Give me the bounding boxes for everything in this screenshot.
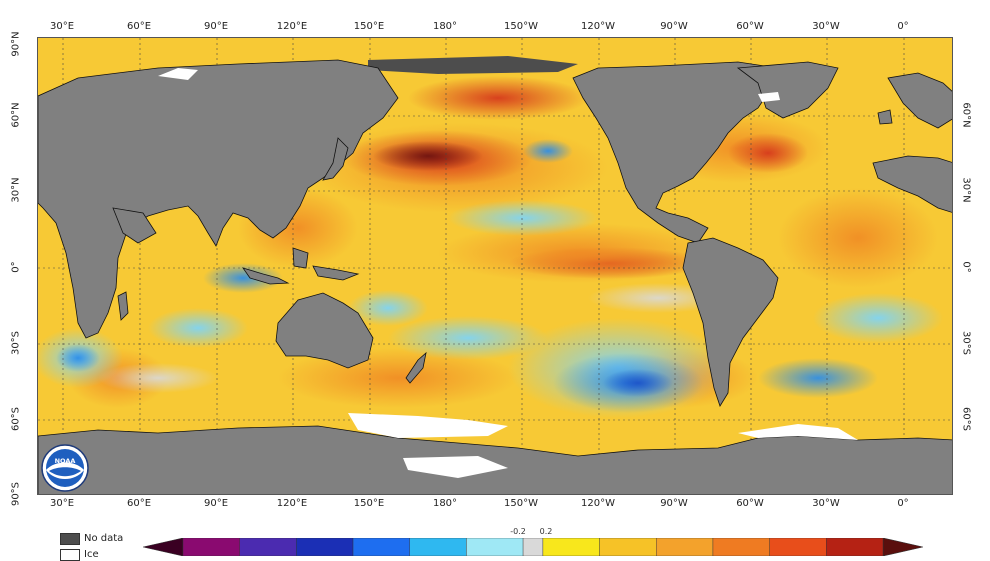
lon-label: 30°W bbox=[812, 21, 840, 32]
lon-label: 60°E bbox=[126, 21, 152, 32]
no-data-region bbox=[368, 56, 578, 74]
landmass-south-america bbox=[682, 237, 779, 407]
lon-label: 90°E bbox=[203, 498, 229, 509]
landmass-antarctica bbox=[38, 425, 952, 494]
lon-label: 90°W bbox=[660, 498, 688, 509]
no-data-swatch bbox=[60, 533, 80, 545]
colorbar-arrow-high bbox=[882, 538, 923, 556]
lon-label: 90°E bbox=[203, 21, 229, 32]
lat-label: 30°N bbox=[960, 177, 972, 203]
colorbar-segment bbox=[296, 538, 354, 556]
lon-label: 120°W bbox=[581, 498, 615, 509]
lat-label: 60°N bbox=[960, 102, 972, 128]
landmass-australia bbox=[275, 292, 374, 369]
colorbar-segment bbox=[769, 538, 827, 556]
lon-label: 90°W bbox=[660, 21, 688, 32]
lat-label: 60°S bbox=[10, 406, 22, 432]
colorbar bbox=[143, 538, 923, 556]
lon-label: 180° bbox=[432, 498, 458, 509]
colorbar-segment bbox=[656, 538, 714, 556]
colorbar-segment bbox=[599, 538, 657, 556]
colorbar-segment bbox=[522, 538, 544, 556]
ice-swatch bbox=[60, 549, 80, 561]
lon-label: 150°W bbox=[504, 498, 538, 509]
land-masses bbox=[38, 59, 952, 494]
colorbar-segment bbox=[826, 538, 884, 556]
lon-label: 150°W bbox=[504, 21, 538, 32]
lon-label: 60°W bbox=[736, 498, 764, 509]
colorbar-segment bbox=[352, 538, 410, 556]
colorbar-segment bbox=[466, 538, 524, 556]
colorbar-segment bbox=[712, 538, 770, 556]
lat-label: 90°S bbox=[10, 481, 22, 507]
landmass-eurasia-africa bbox=[38, 59, 399, 339]
lon-label: 0° bbox=[897, 498, 909, 509]
colorbar-segment bbox=[182, 538, 240, 556]
lat-label: 0° bbox=[10, 261, 22, 273]
lon-label: 150°E bbox=[353, 21, 385, 32]
no-data-label: No data bbox=[84, 533, 124, 544]
colorbar-segment bbox=[409, 538, 467, 556]
logo-text: NOAA bbox=[55, 457, 76, 465]
lat-label: 90°N bbox=[10, 31, 22, 57]
colorbar-tick-label: 0.2 bbox=[539, 527, 553, 536]
colorbar-tick-label: -0.2 bbox=[510, 527, 526, 536]
lon-label: 0° bbox=[897, 21, 909, 32]
lat-label: 60°S bbox=[960, 406, 972, 432]
colorbar-arrow-low bbox=[143, 538, 184, 556]
map-canvas bbox=[38, 38, 952, 494]
lat-label: 30°S bbox=[10, 330, 22, 356]
colorbar-segment bbox=[542, 538, 600, 556]
sea-surface-map bbox=[37, 37, 953, 495]
lat-label: 30°N bbox=[10, 177, 22, 203]
lon-label: 180° bbox=[432, 21, 458, 32]
lon-label: 120°E bbox=[276, 498, 308, 509]
lon-label: 30°E bbox=[49, 498, 75, 509]
noaa-logo: NOAA bbox=[41, 444, 89, 492]
lon-label: 60°W bbox=[736, 21, 764, 32]
lat-label: 0° bbox=[960, 261, 972, 273]
sea-ice bbox=[158, 68, 858, 478]
lat-label: 30°S bbox=[960, 330, 972, 356]
lon-label: 120°E bbox=[276, 21, 308, 32]
lon-label: 30°W bbox=[812, 498, 840, 509]
colorbar-segment bbox=[239, 538, 297, 556]
ice-label: Ice bbox=[84, 549, 99, 560]
lat-label: 60°N bbox=[10, 102, 22, 128]
lon-label: 60°E bbox=[126, 498, 152, 509]
lon-label: 150°E bbox=[353, 498, 385, 509]
lon-label: 120°W bbox=[581, 21, 615, 32]
lon-label: 30°E bbox=[49, 21, 75, 32]
